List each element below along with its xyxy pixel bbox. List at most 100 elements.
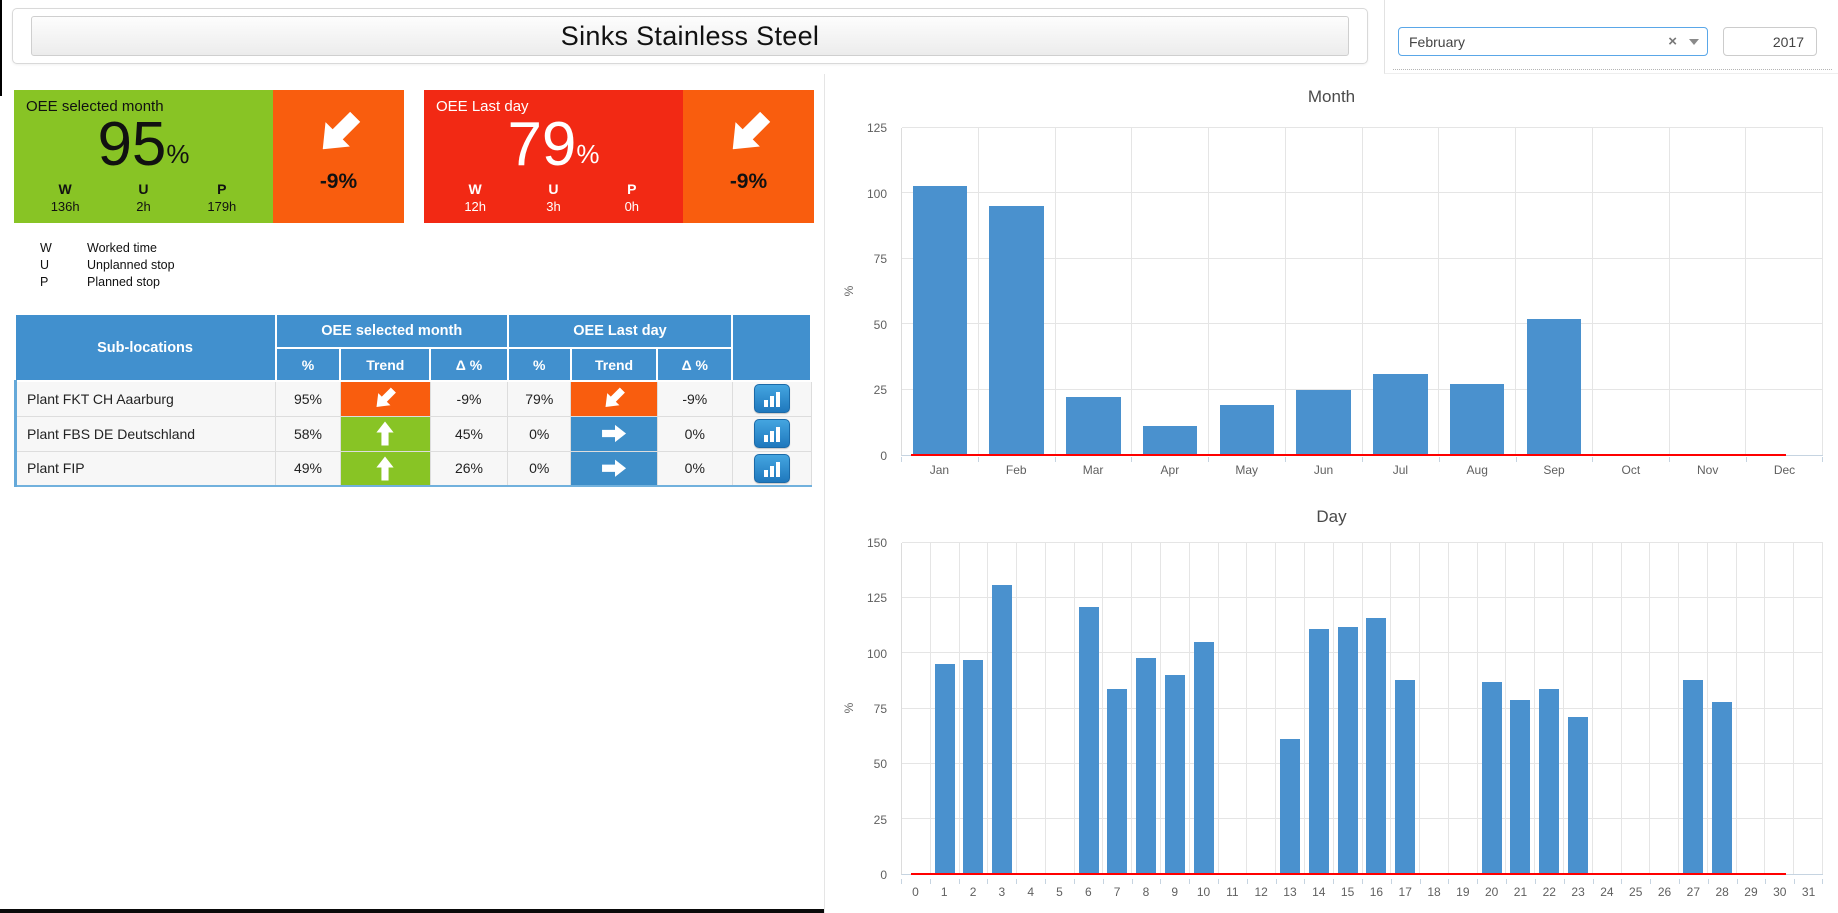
bar-9[interactable]: [1164, 675, 1185, 874]
chevron-down-icon[interactable]: [1689, 38, 1699, 45]
kpi-trend-selected-month: -9%: [273, 90, 404, 223]
bar-22[interactable]: [1539, 688, 1560, 874]
category-slot: [988, 543, 1018, 874]
bar-13[interactable]: [1280, 739, 1301, 874]
plot-area: [901, 127, 1823, 456]
bar-10[interactable]: [1193, 642, 1214, 874]
x-tick-label: Aug: [1438, 457, 1516, 477]
kpi-metrics: W 12h U 3h P 0h: [464, 181, 640, 214]
y-tick-label: 150: [866, 536, 887, 550]
x-tick-label: 3: [987, 879, 1016, 899]
chart-title: Month: [1307, 87, 1356, 106]
bar-May[interactable]: [1219, 405, 1275, 455]
title-bar: Sinks Stainless Steel: [31, 16, 1349, 56]
bar-Jun[interactable]: [1296, 389, 1351, 455]
category-slot: [1132, 543, 1162, 874]
x-tick-label: 21: [1506, 879, 1535, 899]
gridlines: [902, 127, 1823, 455]
bar-28[interactable]: [1711, 701, 1732, 874]
category-slot: [1132, 128, 1209, 455]
year-input[interactable]: 2017: [1723, 27, 1817, 56]
x-tick-label: Feb: [977, 457, 1055, 477]
category-slot: [1056, 128, 1133, 455]
y-tick-label: 100: [866, 646, 887, 661]
category-slot: [1017, 543, 1046, 874]
trend-cell: [570, 415, 658, 452]
bar-6[interactable]: [1078, 607, 1099, 874]
trend-flat-arrow-icon: [602, 424, 627, 443]
x-axis-labels: 0 1 2 3 4 5 6 7 8 9 10 11 12 13 14 15 16 17 18 19 20 21 22 23 24…: [901, 879, 1823, 899]
category-slot: [1506, 543, 1536, 874]
bar-Jul[interactable]: [1373, 373, 1428, 455]
category-slot: [1679, 543, 1708, 874]
bar-Sep[interactable]: [1526, 318, 1582, 455]
filter-separator: [1393, 69, 1832, 70]
x-tick-label: 16: [1362, 879, 1391, 899]
chart-button-cell: [731, 450, 812, 487]
category-slot: [1794, 543, 1823, 874]
bar-7[interactable]: [1107, 688, 1128, 874]
kpi-area: OEE selected month 95 % W 136h U 2h P 179h …: [14, 90, 816, 223]
bar-14[interactable]: [1308, 629, 1329, 874]
bar-Feb[interactable]: [989, 206, 1044, 455]
bars: [902, 128, 1823, 455]
bar-21[interactable]: [1510, 699, 1531, 874]
baseline-marker: [911, 873, 1787, 875]
bar-2[interactable]: [963, 659, 984, 874]
gridline: [902, 597, 1823, 599]
x-tick-label: Nov: [1669, 457, 1746, 477]
bar-3[interactable]: [992, 584, 1013, 874]
kpi-card-last-day: OEE Last day 79 % W 12h U 3h P 0h: [424, 90, 683, 223]
category-slot: [1535, 543, 1564, 874]
month-select-value: February: [1409, 33, 1466, 50]
trend-up-arrow-icon: [375, 422, 396, 446]
trend-delta: -9%: [319, 170, 358, 193]
kpi-value: 95 %: [97, 109, 190, 179]
category-slot: [1650, 543, 1680, 874]
category-slot: [1737, 543, 1766, 874]
x-tick-label: 24: [1592, 879, 1622, 899]
day-pct-cell: 0%: [507, 450, 572, 487]
category-slot: [902, 128, 979, 455]
x-tick-label: Sep: [1515, 457, 1593, 477]
category-slot: [1478, 543, 1507, 874]
gridline: [902, 192, 1823, 194]
clear-icon[interactable]: ×: [1668, 33, 1677, 50]
bar-16[interactable]: [1366, 618, 1387, 874]
x-tick-label: 25: [1621, 879, 1650, 899]
bar-15[interactable]: [1337, 626, 1358, 874]
bar-8[interactable]: [1136, 657, 1157, 874]
x-tick-label: 30: [1765, 879, 1794, 899]
bar-chart-icon-button[interactable]: [753, 453, 790, 483]
column-subheader: Δ %: [429, 347, 509, 382]
bar-chart-icon-button[interactable]: [753, 419, 790, 448]
chart-button-cell: [731, 415, 812, 452]
bar-Aug[interactable]: [1449, 384, 1505, 455]
x-tick-label: 8: [1131, 879, 1161, 899]
column-group-selected-month: OEE selected month: [274, 313, 509, 349]
x-tick-label: 11: [1217, 879, 1247, 899]
trend-cell: [339, 380, 431, 417]
chart-title: Day: [1316, 507, 1347, 526]
bar-1[interactable]: [934, 664, 955, 874]
bar-23[interactable]: [1567, 717, 1588, 874]
x-tick-label: 22: [1534, 879, 1564, 899]
bar-chart-icon-button[interactable]: [753, 384, 790, 414]
x-tick-label: Oct: [1592, 457, 1669, 477]
month-select[interactable]: February ×: [1398, 27, 1708, 56]
bar-27[interactable]: [1682, 679, 1703, 874]
charts-panel: Month % 0 25 50 75 100 125 Jan Feb Mar Apr May Jun…: [824, 74, 1838, 913]
bar-Apr[interactable]: [1142, 426, 1198, 455]
y-axis-labels: 0 25 50 75 100 125: [825, 121, 893, 463]
bar-17[interactable]: [1395, 679, 1416, 874]
bar-Mar[interactable]: [1066, 397, 1121, 455]
category-slot: [931, 543, 960, 874]
x-tick-label: 13: [1275, 879, 1305, 899]
category-slot: [1746, 128, 1823, 455]
category-slot: [1247, 543, 1277, 874]
bar-Jan[interactable]: [912, 185, 968, 455]
y-tick-label: 25: [873, 383, 887, 398]
x-tick-label: 15: [1333, 879, 1362, 899]
bar-20[interactable]: [1481, 682, 1502, 874]
y-tick-label: 50: [873, 317, 887, 332]
